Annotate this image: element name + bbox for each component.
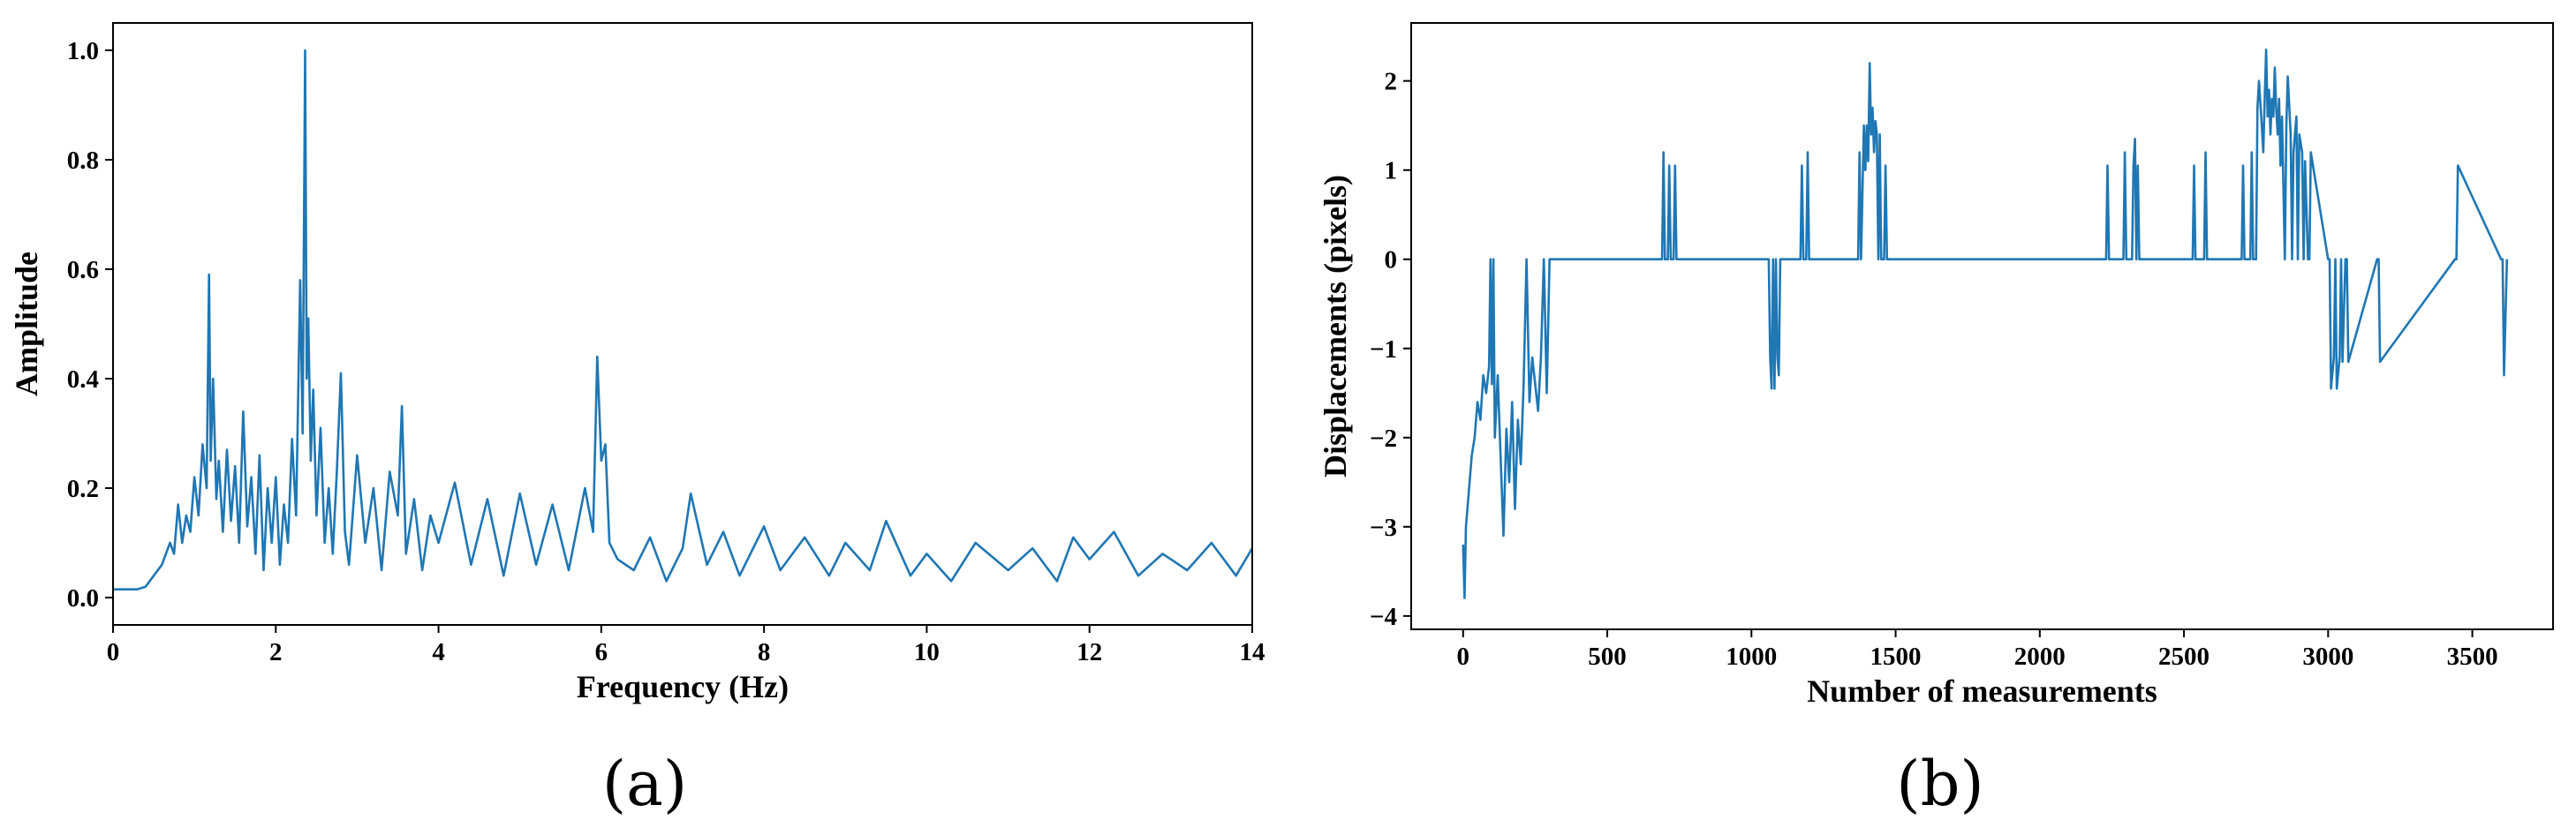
- x-axis-label: Frequency (Hz): [577, 669, 789, 704]
- x-tick-label: 500: [1588, 643, 1627, 671]
- x-tick-label: 4: [432, 638, 445, 666]
- y-tick-label: 2: [1385, 68, 1398, 96]
- axes-frame: [112, 22, 1253, 626]
- panel-label: (b): [1896, 748, 1983, 820]
- axes-frame: [1410, 22, 2554, 630]
- x-tick-label: 3000: [2302, 643, 2353, 671]
- panel-b-displacement-series: 0 500 1000 1500 2000 2500 3000 3500 −4 −3 −2 −1 0 1 2 N…: [1318, 22, 2554, 820]
- x-tick-label: 12: [1076, 638, 1102, 666]
- x-axis-label: Number of measurements: [1807, 673, 2157, 709]
- y-tick-label: 1.0: [67, 37, 99, 65]
- y-tick-label: 1: [1385, 157, 1398, 185]
- y-tick-label: −2: [1370, 425, 1397, 453]
- y-axis-label: Displacements (pixels): [1318, 175, 1353, 478]
- y-tick-label: 0.8: [67, 147, 99, 175]
- x-tick-label: 2: [269, 638, 283, 666]
- y-tick-label: 0.6: [67, 256, 99, 284]
- y-tick-label: −3: [1370, 514, 1397, 542]
- x-tick-label: 1500: [1870, 643, 1922, 671]
- panel-label: (a): [602, 748, 687, 820]
- x-tick-label: 10: [914, 638, 940, 666]
- y-tick-label: 0: [1385, 246, 1398, 275]
- x-tick-label: 0: [1457, 643, 1470, 671]
- series-line-0: [1462, 48, 2509, 599]
- x-tick-label: 3500: [2447, 643, 2498, 671]
- x-tick-label: 0: [107, 638, 120, 666]
- x-tick-label: 1000: [1726, 643, 1777, 671]
- y-tick-label: −1: [1370, 335, 1397, 364]
- y-axis-label: Amplitude: [9, 252, 44, 396]
- y-tick-label: 0.2: [67, 475, 99, 503]
- y-tick-label: 0.0: [67, 584, 99, 613]
- x-tick-label: 2000: [2014, 643, 2066, 671]
- y-tick-label: −4: [1370, 603, 1397, 631]
- x-tick-label: 8: [758, 638, 771, 666]
- y-tick-label: 0.4: [67, 365, 99, 394]
- x-tick-label: 2500: [2158, 643, 2210, 671]
- x-tick-label: 6: [595, 638, 608, 666]
- x-tick-label: 14: [1240, 638, 1265, 666]
- panel-a-frequency-spectrum: 0 2 4 6 8 10 12 14 0.0 0.2 0.4 0.6 0.8 1.0 Frequency (…: [9, 22, 1265, 820]
- series-line-0: [113, 49, 1252, 591]
